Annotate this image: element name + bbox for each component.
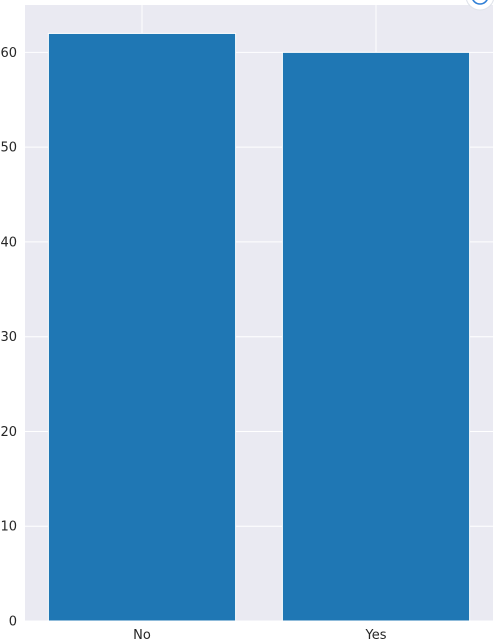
y-tick-label: 10: [0, 520, 17, 535]
y-tick-label: 30: [0, 330, 17, 345]
y-axis: 0 10 20 30 40 50 60: [0, 46, 17, 630]
bars: [47, 32, 471, 622]
x-tick-label: No: [133, 628, 151, 643]
y-tick-label: 0: [9, 615, 17, 630]
x-axis: No Yes: [133, 628, 387, 643]
y-tick-label: 40: [0, 235, 17, 250]
x-tick-label: Yes: [365, 628, 387, 643]
bar-yes: [281, 51, 471, 622]
y-tick-label: 20: [0, 425, 17, 440]
y-tick-label: 60: [0, 46, 17, 61]
expand-icon[interactable]: [466, 0, 494, 11]
bar-no: [47, 32, 237, 622]
y-tick-label: 50: [0, 141, 17, 156]
